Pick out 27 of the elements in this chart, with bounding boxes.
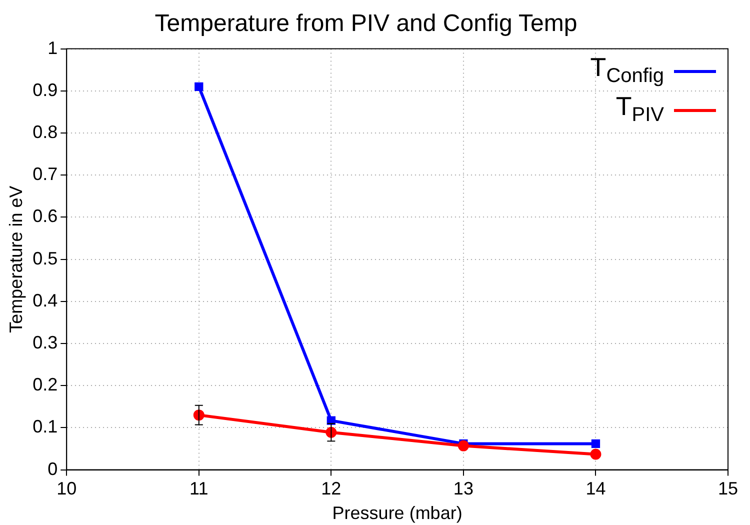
y-tick-label: 0.1 <box>32 416 58 437</box>
y-tick-label: 0.7 <box>32 164 58 184</box>
legend-label: T$_{Config}$ <box>590 52 664 90</box>
y-tick-label: 0.9 <box>32 80 58 100</box>
legend-label: T$_{PIV}$ <box>616 91 664 128</box>
x-tick-label: 11 <box>190 478 208 499</box>
y-axis-title: Temperature in eV <box>6 186 26 333</box>
x-axis-title: Pressure (mbar) <box>332 503 462 524</box>
point <box>458 440 469 452</box>
y-tick-label: 0.8 <box>32 122 58 142</box>
x-tick-label: 14 <box>586 478 606 499</box>
point <box>326 416 336 425</box>
y-tick-label: 0.3 <box>32 332 58 352</box>
point <box>591 439 600 448</box>
point <box>194 82 204 92</box>
x-tick-label: 15 <box>718 478 738 499</box>
y-tick-label: 0.6 <box>32 206 58 226</box>
y-tick-label: 0.5 <box>32 248 58 268</box>
x-tick-label: 10 <box>56 478 77 499</box>
y-tick-label: 1 <box>48 38 58 58</box>
x-tick-label: 12 <box>321 478 342 499</box>
x-tick-label: 13 <box>453 478 474 499</box>
point <box>590 448 602 460</box>
y-tick-label: 0.2 <box>32 374 58 395</box>
y-tick-label: 0 <box>48 458 58 479</box>
chart-title: Temperature from PIV and Config Temp <box>154 10 578 38</box>
y-tick-label: 0.4 <box>32 290 58 310</box>
